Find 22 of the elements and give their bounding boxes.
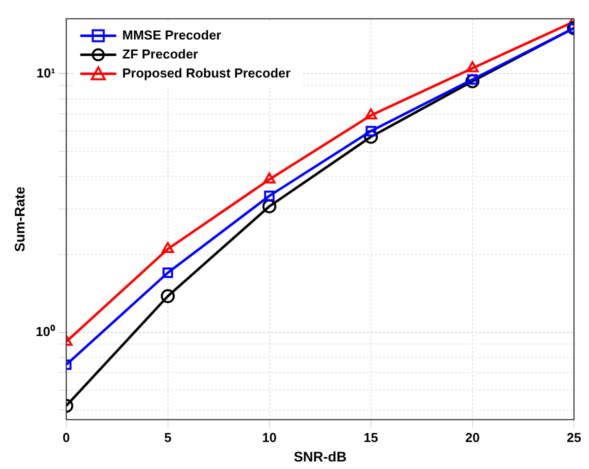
point — [364, 108, 378, 120]
x-tick-label: 10 — [262, 430, 277, 445]
x-tick-label: 5 — [164, 430, 172, 445]
point — [366, 126, 376, 136]
point — [264, 190, 275, 202]
x-axis-title: SNR-dB — [294, 448, 347, 464]
y-axis-title: Sum-Rate — [11, 186, 28, 252]
point — [263, 172, 276, 184]
x-tick-label: 15 — [364, 430, 378, 445]
point — [262, 199, 276, 214]
y-tick-label: 10¹ — [36, 65, 56, 80]
legend-label: MMSE Precoder — [122, 27, 222, 42]
point — [162, 268, 174, 278]
legend-label: Proposed Robust Precoder — [122, 65, 291, 80]
legend-label: ZF Precoder — [122, 46, 198, 62]
x-tick-label: 25 — [566, 430, 582, 445]
x-tick-label: 20 — [465, 430, 480, 445]
x-tick-label: 0 — [62, 430, 70, 445]
point — [465, 74, 480, 88]
y-tick-label: 10⁰ — [36, 324, 56, 339]
point — [162, 242, 174, 254]
point — [364, 130, 378, 144]
